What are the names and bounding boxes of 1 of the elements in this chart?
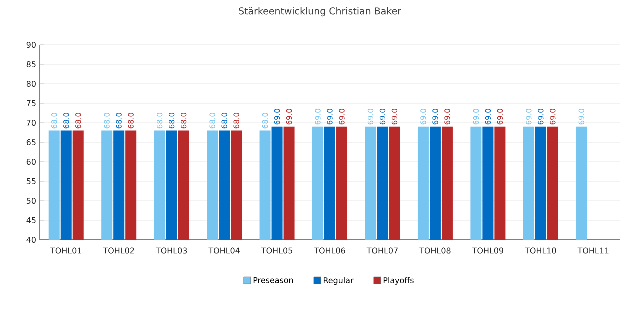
- chart-title: Stärkeentwicklung Christian Baker: [239, 7, 402, 17]
